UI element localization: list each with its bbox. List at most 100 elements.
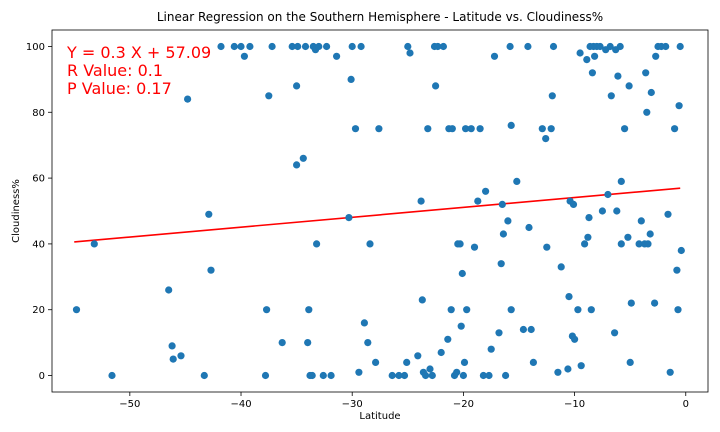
- data-point: [651, 299, 659, 307]
- data-point: [617, 240, 625, 248]
- data-point: [395, 371, 403, 380]
- data-point: [564, 365, 572, 373]
- data-point: [301, 42, 310, 51]
- data-point: [495, 329, 503, 337]
- data-point: [463, 306, 471, 314]
- data-point: [366, 240, 374, 248]
- data-point: [506, 42, 514, 51]
- data-point: [626, 358, 634, 366]
- data-point: [447, 306, 455, 314]
- y-tick-label: 60: [32, 174, 45, 185]
- data-point: [538, 125, 546, 133]
- data-point: [237, 42, 245, 51]
- data-point: [459, 371, 467, 380]
- data-point: [637, 217, 645, 225]
- data-point: [200, 371, 208, 380]
- data-point: [265, 92, 273, 100]
- data-point: [664, 210, 672, 218]
- plot-area: [72, 42, 685, 380]
- data-point: [607, 92, 615, 100]
- data-point: [432, 82, 440, 90]
- data-point: [293, 82, 301, 90]
- data-point: [278, 339, 286, 347]
- y-tick-label: 100: [26, 42, 45, 53]
- data-point: [456, 240, 464, 248]
- r-value-label: R Value: 0.1: [67, 61, 163, 80]
- data-point: [418, 296, 426, 304]
- data-point: [364, 339, 372, 347]
- data-point: [345, 214, 353, 222]
- data-point: [360, 319, 368, 327]
- data-point: [319, 371, 327, 380]
- data-point: [542, 135, 550, 143]
- data-point: [406, 49, 414, 57]
- data-point: [635, 240, 643, 248]
- y-tick-label: 20: [32, 305, 45, 316]
- data-point: [457, 322, 465, 330]
- x-tick-label: 0: [683, 399, 689, 410]
- data-point: [591, 52, 599, 60]
- data-point: [460, 358, 469, 366]
- data-point: [585, 214, 593, 222]
- x-tick-label: −50: [119, 399, 140, 410]
- data-point: [165, 286, 173, 294]
- data-point: [627, 299, 635, 307]
- plot-frame: [51, 29, 709, 393]
- regression-layer: [74, 187, 681, 243]
- data-point: [604, 190, 612, 199]
- data-point: [268, 42, 276, 51]
- data-point: [617, 177, 625, 185]
- data-point: [549, 42, 558, 51]
- x-axis: −50 −40 −30 −20 −10 0: [119, 392, 689, 410]
- data-point: [569, 200, 578, 208]
- data-point: [428, 371, 436, 380]
- data-point: [524, 42, 532, 51]
- data-point: [453, 368, 461, 376]
- data-point: [263, 306, 271, 314]
- data-point: [400, 371, 409, 380]
- data-point: [621, 125, 629, 133]
- data-point: [207, 266, 215, 274]
- data-point: [588, 69, 597, 77]
- data-point: [576, 49, 584, 57]
- data-point: [611, 329, 619, 337]
- data-point: [414, 352, 422, 360]
- data-point: [347, 75, 355, 83]
- data-point: [462, 125, 470, 133]
- data-point: [439, 42, 447, 51]
- data-point: [351, 125, 360, 133]
- data-point: [581, 240, 589, 248]
- data-point: [437, 348, 445, 357]
- data-point: [671, 125, 679, 133]
- chart-title: Linear Regression on the Southern Hemisp…: [157, 10, 603, 24]
- data-point: [504, 217, 512, 225]
- data-point: [499, 230, 507, 238]
- data-point: [246, 42, 254, 51]
- x-axis-label: Latitude: [359, 411, 400, 422]
- data-point: [529, 358, 538, 366]
- data-point: [434, 42, 442, 51]
- data-point: [587, 306, 595, 314]
- data-point: [646, 230, 654, 238]
- x-tick-label: −40: [230, 399, 251, 410]
- data-point: [470, 243, 479, 251]
- data-point: [230, 42, 238, 51]
- regression-line: [74, 187, 681, 243]
- data-point: [333, 52, 341, 60]
- data-point: [676, 42, 684, 51]
- data-point: [666, 368, 674, 376]
- data-point: [662, 42, 670, 51]
- data-point: [323, 42, 331, 51]
- data-point: [448, 125, 456, 133]
- data-point: [90, 240, 98, 248]
- p-value-label: P Value: 0.17: [67, 79, 172, 98]
- data-point: [444, 335, 452, 343]
- data-point: [313, 240, 321, 248]
- data-point: [404, 42, 412, 51]
- data-point: [525, 223, 533, 232]
- data-point: [527, 325, 535, 334]
- data-point: [598, 207, 607, 215]
- data-point: [294, 42, 302, 51]
- data-point: [677, 246, 685, 255]
